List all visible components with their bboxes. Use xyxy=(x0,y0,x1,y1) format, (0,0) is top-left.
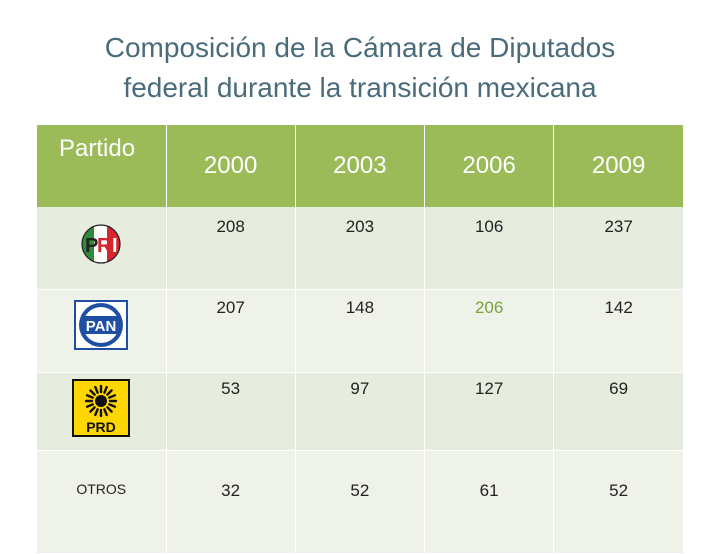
pri-logo-icon: P R I xyxy=(75,217,127,270)
cell-pri-2006: 106 xyxy=(424,207,555,290)
header-2006: 2006 xyxy=(424,125,555,207)
svg-text:R: R xyxy=(97,235,112,257)
party-cell-pan: PAN xyxy=(37,289,167,373)
cell-prd-2006: 127 xyxy=(424,372,555,451)
composition-table: Partido 2000 2003 2006 2009 xyxy=(37,125,683,554)
header-2009: 2009 xyxy=(553,125,683,207)
svg-text:PAN: PAN xyxy=(86,318,117,335)
cell-prd-2000: 53 xyxy=(166,372,296,451)
cell-otros-2000: 32 xyxy=(166,450,296,554)
title-line-2: federal durante la transición mexicana xyxy=(123,72,597,103)
prd-logo-icon: PRD xyxy=(72,379,131,442)
cell-pri-2000: 208 xyxy=(166,207,296,290)
header-2000: 2000 xyxy=(166,125,296,207)
pan-logo-icon: PAN xyxy=(73,298,129,357)
svg-text:I: I xyxy=(112,235,118,257)
cell-otros-2009: 52 xyxy=(553,450,683,554)
svg-text:P: P xyxy=(85,235,98,257)
party-cell-prd: PRD xyxy=(37,372,167,451)
header-partido: Partido xyxy=(37,125,167,207)
header-2003: 2003 xyxy=(295,125,426,207)
title-line-1: Composición de la Cámara de Diputados xyxy=(104,32,616,63)
table-row: PAN 207 148 206 142 xyxy=(37,289,683,373)
cell-otros-2003: 52 xyxy=(295,450,426,554)
cell-pan-2006: 206 xyxy=(424,289,555,373)
cell-prd-2003: 97 xyxy=(295,372,426,451)
cell-otros-2006: 61 xyxy=(424,450,555,554)
table-row: PRD 53 97 127 69 xyxy=(37,372,683,451)
party-cell-otros: OTROS xyxy=(37,450,167,554)
cell-pri-2003: 203 xyxy=(295,207,426,290)
table-row: OTROS 32 52 61 52 xyxy=(37,450,683,554)
table-header-row: Partido 2000 2003 2006 2009 xyxy=(37,125,683,207)
cell-pan-2009: 142 xyxy=(553,289,683,373)
cell-pan-2000: 207 xyxy=(166,289,296,373)
cell-pan-2003: 148 xyxy=(295,289,426,373)
cell-pri-2009: 237 xyxy=(553,207,683,290)
cell-prd-2009: 69 xyxy=(553,372,683,451)
party-cell-pri: P R I xyxy=(37,207,167,290)
svg-text:PRD: PRD xyxy=(86,419,116,435)
table-row: P R I 208 203 106 237 xyxy=(37,207,683,290)
slide-title: Composición de la Cámara de Diputados fe… xyxy=(40,28,680,108)
